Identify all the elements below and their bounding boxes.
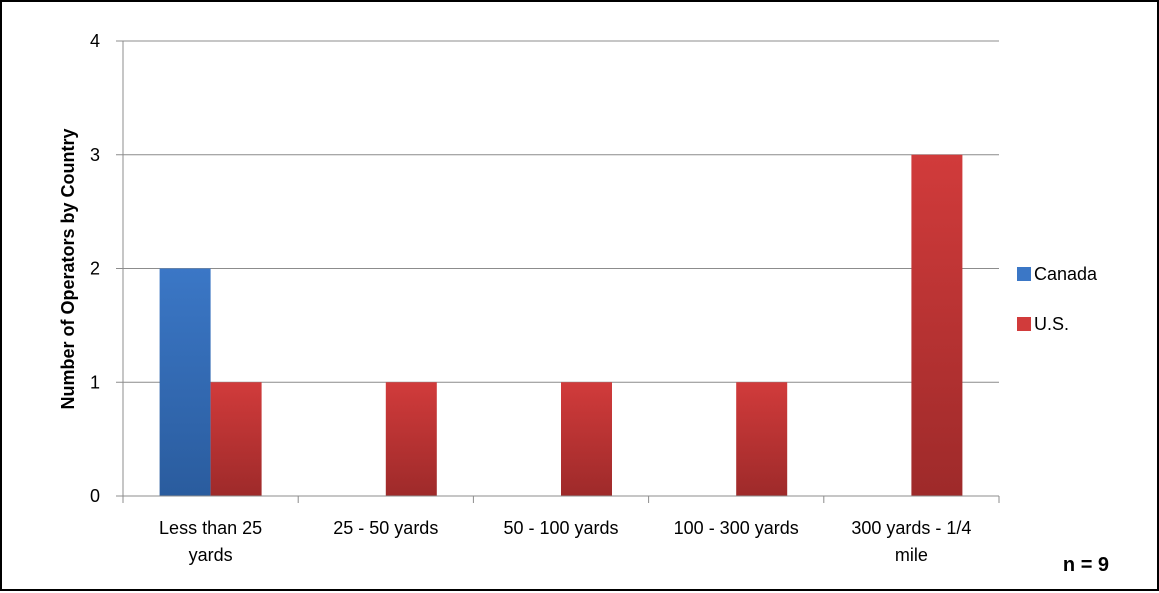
y-tick-label: 0 [90, 486, 100, 506]
bar-us-3 [561, 382, 612, 496]
y-tick-label: 1 [90, 372, 100, 392]
x-tick-label: Less than 25 yards [159, 518, 262, 565]
legend: Canada U.S. [1017, 264, 1098, 334]
sample-size-note: n = 9 [1063, 554, 1109, 576]
y-tick-label: 2 [90, 259, 100, 279]
legend-swatch-canada [1017, 267, 1031, 281]
y-tick-label: 3 [90, 145, 100, 165]
labels: 0 1 2 3 4 Less than 25 yards 25 - 50 yards 50 - … [90, 31, 971, 565]
bar-us-5 [911, 154, 963, 496]
x-tick-label: 300 yards - 1/4 mile [851, 518, 971, 565]
legend-label: Canada [1034, 264, 1098, 284]
bars [159, 154, 963, 496]
legend-label: U.S. [1034, 314, 1069, 334]
bar-us-2 [385, 382, 437, 496]
x-tick-label: 25 - 50 yards [333, 518, 438, 538]
y-tick-label: 4 [90, 31, 100, 51]
bar-canada-1 [159, 268, 211, 496]
y-axis-title: Number of Operators by Country [58, 128, 78, 409]
bar-us-1 [210, 382, 262, 496]
x-tick-label: 50 - 100 yards [503, 518, 618, 538]
bar-us-4 [736, 382, 788, 496]
gridlines [123, 40, 999, 383]
legend-swatch-us [1017, 317, 1031, 331]
axes [116, 40, 1000, 503]
x-tick-label: 100 - 300 yards [674, 518, 799, 538]
